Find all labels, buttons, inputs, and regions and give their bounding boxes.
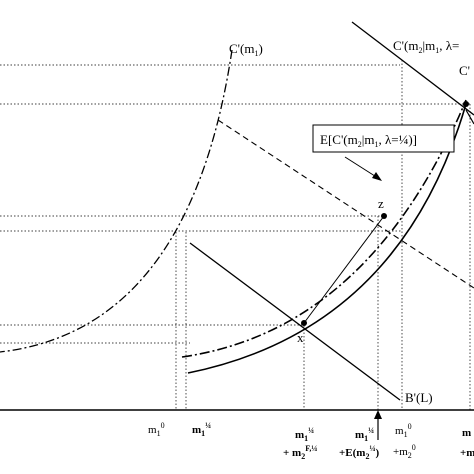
label-c-m1: C'(m1) — [229, 41, 263, 58]
label-c-m2m1: C'(m2|m1, λ= — [393, 38, 459, 55]
vertical-guides — [175, 60, 471, 410]
axis-label-em2-line1: m1¼ — [355, 426, 374, 443]
axis-label-right-line2: +m — [460, 447, 474, 459]
point-x — [301, 320, 307, 326]
label-expectation: E[C'(m2|m1, λ=¼)] — [320, 132, 417, 149]
expectation-box — [312, 124, 455, 153]
axis-label-m1q-line1: m1¼ — [295, 426, 314, 443]
axis-label-m1-zero: m10 — [148, 421, 165, 438]
box-pointer-arrow — [344, 156, 379, 179]
curve-c-m1 — [0, 49, 233, 353]
label-budget: B'(L) — [405, 390, 433, 405]
line-upper-right — [351, 21, 474, 116]
box-pointer-head — [372, 172, 382, 181]
line-x-to-z — [303, 215, 385, 324]
curve-c-m2m1 — [187, 103, 467, 374]
point-tangency — [463, 101, 469, 107]
axis-up-arrow-head — [374, 410, 382, 419]
label-point-z: z — [378, 196, 384, 211]
label-c-prime-corner: C' — [459, 63, 470, 78]
axis-label-m1-m20-line1: m10 — [395, 422, 412, 439]
axis-label-m1q-line2: + m2F,¼ — [283, 444, 317, 461]
axis-label-m1-m20-line2: +m20 — [393, 443, 416, 460]
axis-label-m1-quarter: m1¼ — [192, 421, 211, 438]
point-z — [381, 213, 387, 219]
axis-label-right-line1: m — [462, 427, 471, 439]
horizontal-guides — [0, 64, 470, 344]
curve-expectation — [181, 99, 467, 358]
dashed-line — [217, 119, 474, 289]
line-right-stub — [465, 109, 474, 125]
axis-label-em2-line2: +E(m2¼) — [339, 444, 379, 461]
budget-line — [189, 242, 401, 401]
label-point-x: x — [297, 330, 304, 345]
